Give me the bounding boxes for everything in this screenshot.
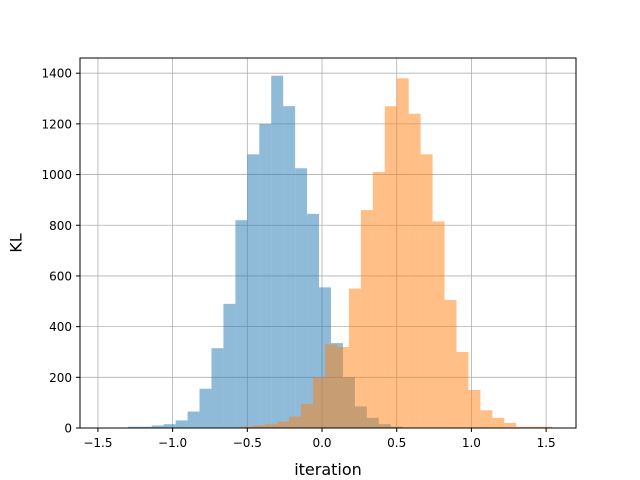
histogram-bar-series-2	[336, 346, 349, 428]
y-tick-label: 1000	[41, 168, 72, 182]
histogram-bar-series-1	[235, 220, 248, 428]
histogram-bar-series-2	[480, 410, 493, 428]
histogram-bar-series-2	[540, 426, 553, 428]
histogram-bar-series-1	[211, 348, 224, 428]
histogram-bar-series-2	[348, 288, 361, 428]
y-tick-label: 1200	[41, 117, 72, 131]
y-tick-label: 200	[49, 371, 72, 385]
histogram-bar-series-2	[277, 421, 290, 428]
histogram-bar-series-2	[408, 113, 421, 429]
histogram-bar-series-2	[456, 351, 469, 428]
histogram-bar-series-1	[271, 75, 284, 429]
histogram-bar-series-2	[504, 422, 517, 428]
x-axis-label: iteration	[294, 460, 362, 479]
histogram-bar-series-2	[468, 389, 481, 428]
histogram-bar-series-2	[528, 426, 541, 428]
histogram-bar-series-1	[223, 303, 236, 428]
histogram-bar-series-1	[247, 154, 260, 428]
histogram-bar-series-2	[420, 154, 433, 428]
histogram-bar-series-2	[384, 106, 397, 428]
histogram-bar-series-1	[139, 426, 152, 428]
histogram-bar-series-2	[492, 417, 505, 428]
histogram-bar-series-2	[241, 426, 254, 428]
histogram-bar-series-2	[253, 425, 266, 428]
histogram-bar-series-1	[295, 168, 308, 428]
histogram-bar-series-2	[265, 424, 278, 428]
plot-frame	[79, 57, 577, 429]
x-tick-label: 1.0	[462, 436, 481, 450]
histogram-bar-series-2	[360, 210, 373, 428]
histogram-bar-series-1	[187, 411, 200, 428]
x-tick-label: −1.5	[83, 436, 112, 450]
histogram-bar-series-2	[301, 403, 314, 428]
histogram-bar-series-1	[163, 424, 176, 428]
y-tick-label: 400	[49, 320, 72, 334]
x-tick-label: −0.5	[233, 436, 262, 450]
histogram-bar-series-1	[259, 123, 272, 428]
y-tick-label: 1400	[41, 67, 72, 81]
y-tick-label: 0	[64, 422, 72, 436]
x-tick-label: 0.0	[312, 436, 331, 450]
histogram-bar-series-2	[444, 300, 457, 428]
histogram-bar-series-1	[283, 106, 296, 428]
histogram-bar-series-2	[372, 172, 385, 428]
histogram-bar-series-1	[175, 420, 188, 428]
histogram-bar-series-2	[432, 221, 445, 428]
histogram-bar-series-2	[516, 426, 529, 428]
histogram-bar-series-1	[199, 388, 212, 428]
x-tick-label: −1.0	[158, 436, 187, 450]
histogram-bar-series-1	[127, 426, 140, 428]
histogram-bar-series-2	[325, 344, 337, 428]
ticks-layer: −1.5 −1.0 −0.5 0.0 0.5 1.0 1.5 0 200 400 600 800 100…	[41, 67, 555, 450]
histogram-bar-series-2	[396, 78, 409, 428]
x-tick-label: 0.5	[387, 436, 406, 450]
x-tick-label: 1.5	[537, 436, 556, 450]
histogram-bar-series-1	[319, 287, 331, 428]
bars-layer	[127, 75, 553, 429]
y-tick-label: 800	[49, 219, 72, 233]
y-tick-label: 600	[49, 269, 72, 283]
histogram-bar-series-2	[313, 377, 326, 428]
histogram-bar-series-1	[151, 425, 164, 428]
histogram-bar-series-1	[307, 213, 320, 428]
y-axis-label: KL	[7, 233, 26, 252]
histogram-bar-series-2	[289, 416, 302, 428]
